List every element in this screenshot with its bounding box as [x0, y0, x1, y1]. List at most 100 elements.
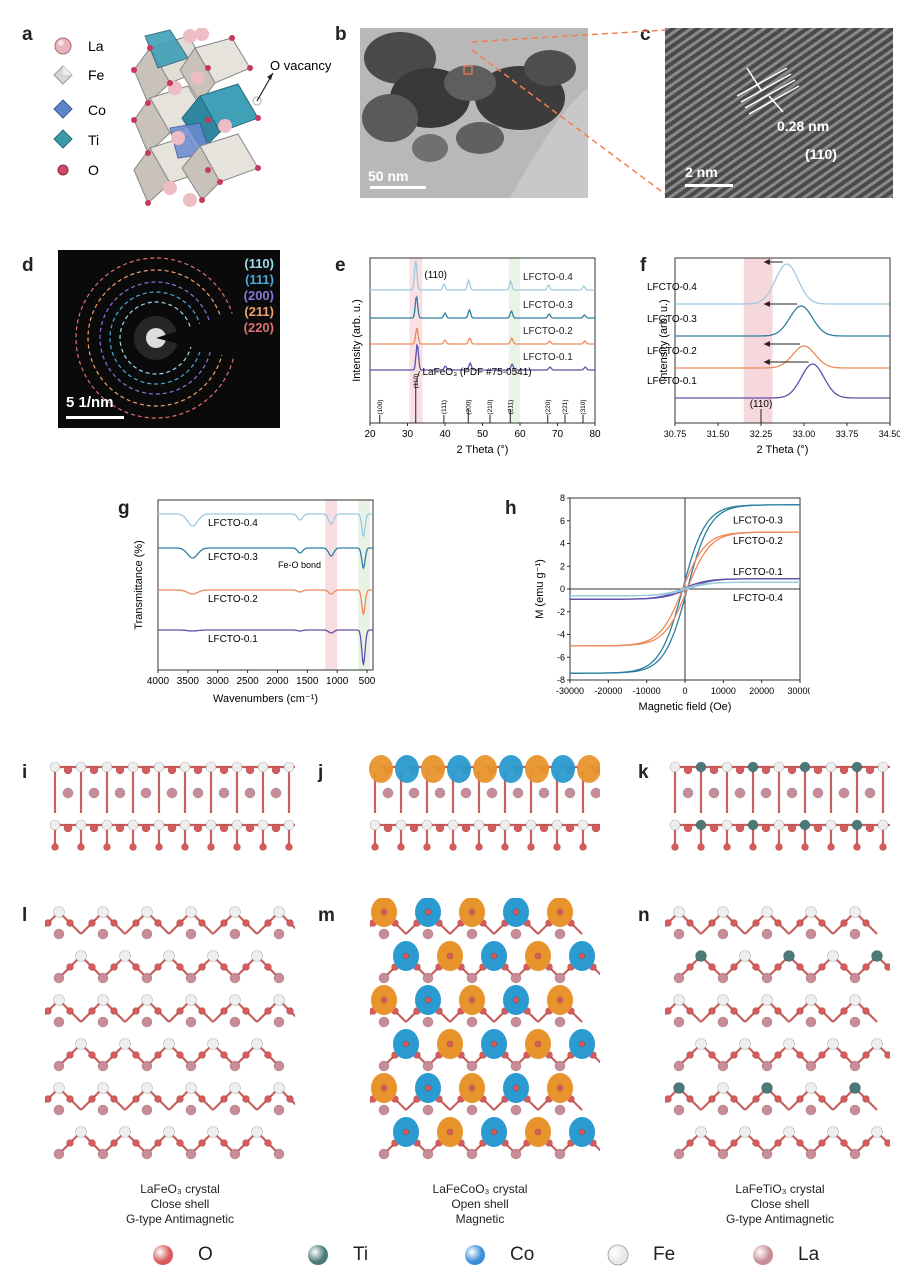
o-atom [383, 823, 393, 833]
o-atom [553, 843, 561, 851]
o-atom [193, 823, 203, 833]
la-atom-icon [54, 37, 72, 55]
o-atom [813, 823, 823, 833]
la-atom [717, 1060, 729, 1072]
x-tick-label: 40 [439, 429, 451, 440]
fe-atom [257, 819, 269, 831]
la-atom [273, 1060, 285, 1072]
o-atom [129, 843, 137, 851]
o-atom [730, 1007, 738, 1015]
la-atom [141, 928, 153, 940]
series-label: LFCTO-0.3 [208, 552, 258, 563]
caption-shell: Close shell [150, 1197, 210, 1211]
la-atom [378, 972, 390, 984]
legend-label: Fe [653, 1244, 676, 1265]
o-atom [578, 952, 586, 960]
o-atom [865, 765, 875, 775]
fe-atom [179, 819, 191, 831]
la-atom [538, 787, 550, 799]
ti-atom [871, 950, 883, 962]
o-atom [527, 843, 535, 851]
la-atom [849, 928, 861, 940]
fe-atom [721, 761, 733, 773]
o-atom [862, 1007, 870, 1015]
la-atom [682, 787, 694, 799]
o-atom [665, 1095, 672, 1103]
o-atom [475, 843, 483, 851]
o-atom [264, 1139, 272, 1147]
o-atom [735, 765, 745, 775]
o-atom [380, 1084, 388, 1092]
o-atom [66, 1007, 74, 1015]
series-label: LFCTO-0.4 [647, 282, 697, 293]
o-sphere-icon [153, 1245, 173, 1265]
la-atom [510, 928, 522, 940]
o-atom [827, 843, 835, 851]
ti-atom [673, 1082, 685, 1094]
o-atom [242, 919, 250, 927]
fe-atom [669, 761, 681, 773]
fe-atom [141, 994, 153, 1006]
o-atom [271, 823, 281, 833]
legend-label-fe: Fe [88, 67, 105, 83]
spin-up-density [473, 755, 497, 783]
o-atom [818, 1051, 826, 1059]
o-atom [449, 843, 457, 851]
la-atom [734, 787, 746, 799]
fe-atom [75, 1038, 87, 1050]
saed-scale-bar [66, 416, 124, 419]
la-atom [185, 928, 197, 940]
o-atom [730, 1139, 738, 1147]
o-atom [775, 843, 783, 851]
fe-atom [207, 1126, 219, 1138]
reference-hkl: (211) [507, 400, 514, 415]
lattice-spacing: 0.28 nm [777, 118, 830, 134]
la-atom [673, 1104, 685, 1116]
fe-atom [229, 1082, 241, 1094]
o-atom [176, 1007, 184, 1015]
o-atom [219, 765, 229, 775]
fe-atom [669, 819, 681, 831]
o-atom [45, 919, 52, 927]
panel-label-n: n [638, 905, 650, 926]
reference-label: LaFeO₃ (PDF #75-0541) [423, 367, 532, 378]
o-atom [774, 1095, 782, 1103]
la-atom [849, 1060, 861, 1072]
la-atom [805, 1104, 817, 1116]
x-tick-label: 80 [589, 429, 601, 440]
fe-atom [695, 761, 707, 773]
fe-atom [153, 761, 165, 773]
la-atom [166, 787, 178, 799]
lafetio3-slab-structure [669, 761, 890, 851]
la-atom [422, 972, 434, 984]
co-octahedron-icon [53, 99, 73, 119]
fe-atom [827, 1038, 839, 1050]
la-atom [185, 1016, 197, 1028]
o-atom [155, 843, 163, 851]
o-atom [154, 1139, 162, 1147]
fe-atom [283, 761, 295, 773]
series-label: LFCTO-0.3 [733, 516, 783, 527]
o-atom [220, 1051, 228, 1059]
la-atom [838, 787, 850, 799]
series-label: LFCTO-0.4 [523, 272, 573, 283]
fe-atom [141, 1082, 153, 1094]
caption-title: LaFeTiO₃ crystal [735, 1182, 825, 1196]
la-atom [229, 1016, 241, 1028]
fe-atom [871, 1126, 883, 1138]
fe-atom [773, 819, 785, 831]
o-atom [63, 823, 73, 833]
la-atom [229, 1104, 241, 1116]
o-atom [88, 1051, 96, 1059]
la-atom [141, 1148, 153, 1160]
la-atom [554, 1148, 566, 1160]
magnetization-chart: LFCTO-0.3 LFCTO-0.2 LFCTO-0.1 LFCTO-0.4 -300… [534, 493, 810, 713]
plot-frame [674, 257, 891, 424]
o-atom [132, 1007, 140, 1015]
panel-label-i: i [22, 762, 28, 783]
co-sphere-icon [465, 1245, 485, 1265]
o-atom [556, 996, 564, 1004]
o-atom [242, 1007, 250, 1015]
beam-stop [156, 298, 280, 370]
la-atom [53, 1148, 65, 1160]
